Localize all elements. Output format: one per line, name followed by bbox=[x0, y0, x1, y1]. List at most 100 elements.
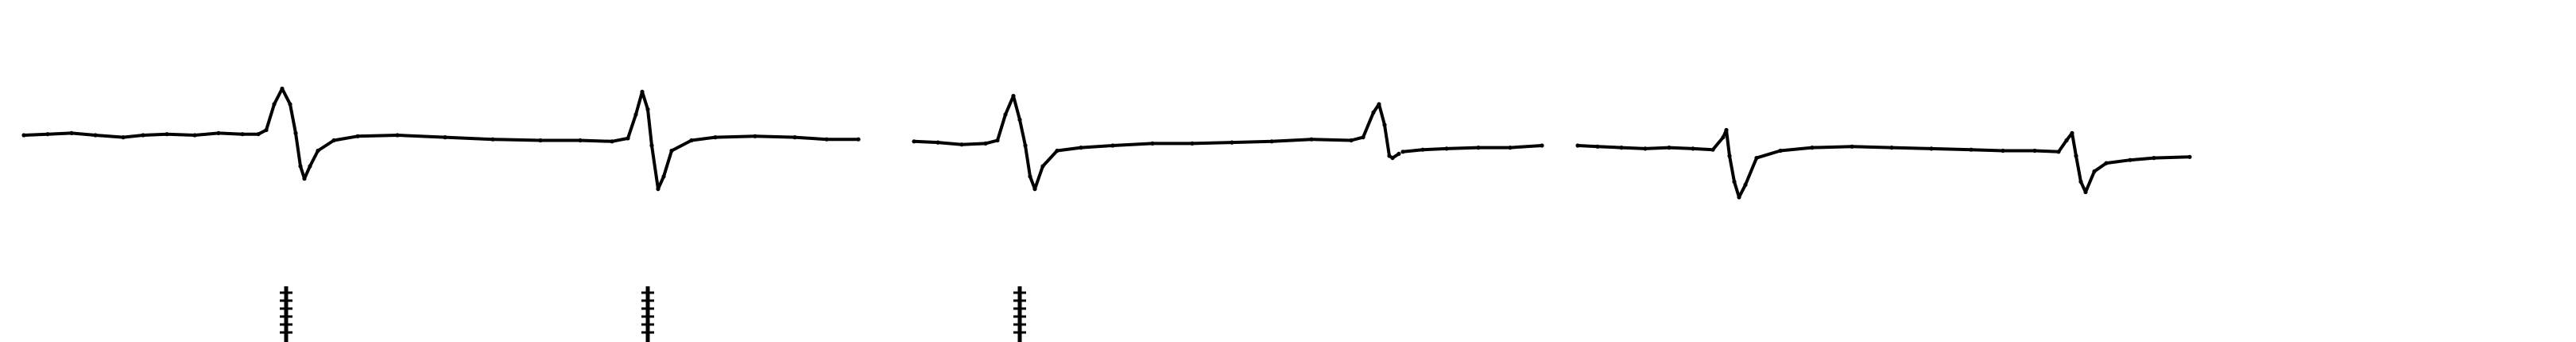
trace-point-4-25 bbox=[2070, 130, 2074, 135]
trace-point-4-29 bbox=[2092, 169, 2097, 174]
trace-point-4-3 bbox=[1619, 146, 1624, 150]
trace-point-1-28 bbox=[610, 139, 614, 144]
trace-point-4-10 bbox=[1727, 154, 1732, 158]
trace-point-1-1 bbox=[21, 133, 26, 138]
trace-point-1-39 bbox=[753, 134, 757, 138]
trace-point-4-1 bbox=[1575, 143, 1580, 148]
trace-point-4-33 bbox=[2187, 154, 2192, 159]
trace-point-4-5 bbox=[1667, 146, 1671, 150]
trace-point-4-4 bbox=[1643, 146, 1648, 151]
trace-point-2-2 bbox=[935, 140, 940, 145]
trace-point-1-25 bbox=[490, 137, 495, 142]
trace-point-1-35 bbox=[661, 174, 666, 179]
trace-segment-2 bbox=[912, 94, 1400, 191]
trace-point-1-8 bbox=[192, 133, 197, 138]
trace-point-4-20 bbox=[1969, 147, 1974, 152]
trace-point-1-42 bbox=[856, 137, 861, 142]
trace-point-4-27 bbox=[2078, 179, 2083, 185]
trace-point-2-20 bbox=[1309, 137, 1314, 142]
trace-point-3-6 bbox=[1540, 143, 1544, 148]
trace-point-2-18 bbox=[1230, 140, 1234, 145]
trace-point-1-4 bbox=[93, 133, 98, 138]
trace-segment-4 bbox=[1576, 128, 2191, 199]
trace-point-4-21 bbox=[2001, 148, 2005, 154]
trace-point-2-15 bbox=[1110, 143, 1115, 148]
trace-point-1-7 bbox=[165, 132, 169, 137]
trace-point-1-31 bbox=[640, 89, 645, 94]
trace-point-4-22 bbox=[2032, 148, 2037, 154]
trace-point-1-11 bbox=[256, 132, 261, 137]
trace-point-4-18 bbox=[1889, 146, 1894, 150]
trace-point-2-23 bbox=[1371, 110, 1376, 115]
trace-point-2-17 bbox=[1190, 141, 1195, 146]
trace-point-4-9 bbox=[1724, 127, 1729, 133]
trace-point-2-5 bbox=[995, 138, 1000, 143]
trace-point-2-6 bbox=[1003, 112, 1008, 117]
trace-point-2-19 bbox=[1269, 139, 1274, 144]
trace-point-4-32 bbox=[2152, 156, 2156, 161]
trace-point-4-8 bbox=[1721, 135, 1726, 140]
trace-point-2-11 bbox=[1032, 187, 1037, 192]
trace-point-1-40 bbox=[792, 135, 797, 140]
trace-point-2-12 bbox=[1040, 164, 1045, 169]
trace-point-1-15 bbox=[288, 102, 292, 107]
trace-point-4-30 bbox=[2104, 161, 2109, 165]
trace-point-4-24 bbox=[2064, 138, 2069, 143]
trace-point-1-19 bbox=[308, 164, 312, 169]
trace-point-2-9 bbox=[1023, 143, 1028, 148]
trace-point-1-34 bbox=[656, 187, 660, 192]
trace-point-2-27 bbox=[1390, 156, 1395, 161]
trace-point-2-10 bbox=[1028, 174, 1032, 179]
trace-point-2-14 bbox=[1079, 146, 1083, 150]
trace-point-2-4 bbox=[983, 141, 988, 146]
trace-point-2-3 bbox=[959, 142, 964, 147]
trace-point-1-23 bbox=[395, 133, 400, 138]
trace-point-3-2 bbox=[1420, 147, 1425, 152]
trace-point-1-3 bbox=[69, 130, 74, 135]
trace-point-1-16 bbox=[293, 130, 298, 135]
trace-point-1-32 bbox=[645, 107, 650, 112]
stimulus-marker-1 bbox=[280, 286, 292, 342]
trace-point-1-18 bbox=[302, 177, 307, 181]
trace-point-4-12 bbox=[1737, 195, 1741, 200]
trace-point-2-1 bbox=[912, 139, 916, 144]
trace-point-2-22 bbox=[1361, 135, 1365, 140]
trace-point-1-14 bbox=[280, 86, 285, 91]
trace-point-4-7 bbox=[1710, 147, 1715, 152]
trace-point-1-30 bbox=[633, 112, 638, 117]
trace-point-1-36 bbox=[669, 148, 674, 154]
trace-point-4-17 bbox=[1850, 144, 1854, 149]
trace-point-1-10 bbox=[240, 132, 245, 137]
trace-point-2-13 bbox=[1055, 148, 1059, 154]
trace-point-1-37 bbox=[689, 138, 694, 143]
trace-point-2-25 bbox=[1382, 122, 1387, 127]
trace-segment-1 bbox=[22, 87, 860, 191]
trace-segment-3 bbox=[1401, 144, 1544, 154]
trace-point-1-5 bbox=[121, 135, 126, 140]
trace-point-1-22 bbox=[355, 134, 360, 138]
trace-point-4-23 bbox=[2056, 150, 2061, 154]
trace-point-2-8 bbox=[1017, 117, 1022, 122]
trace-point-3-4 bbox=[1476, 146, 1481, 150]
trace-point-4-31 bbox=[2128, 157, 2132, 162]
trace-point-1-20 bbox=[316, 148, 320, 154]
trace-point-4-16 bbox=[1810, 146, 1815, 150]
stimulus-marker-layer bbox=[280, 286, 1026, 342]
trace-point-1-2 bbox=[45, 132, 50, 137]
trace-point-4-14 bbox=[1754, 156, 1759, 161]
stimulus-marker-2 bbox=[641, 286, 654, 342]
trace-point-1-26 bbox=[538, 138, 543, 143]
trace-point-1-6 bbox=[141, 133, 145, 138]
trace-point-1-13 bbox=[272, 102, 277, 107]
trace-point-2-21 bbox=[1349, 138, 1354, 143]
trace-point-1-27 bbox=[578, 138, 583, 143]
trace-point-1-9 bbox=[216, 130, 221, 135]
trace-point-4-11 bbox=[1732, 179, 1737, 185]
trace-point-1-33 bbox=[649, 143, 654, 148]
stimulus-marker-3 bbox=[1013, 286, 1026, 342]
trace-point-4-13 bbox=[1743, 182, 1748, 187]
trace-point-4-2 bbox=[1595, 144, 1600, 149]
trace-point-4-6 bbox=[1691, 146, 1695, 151]
trace-layer bbox=[21, 86, 2192, 200]
